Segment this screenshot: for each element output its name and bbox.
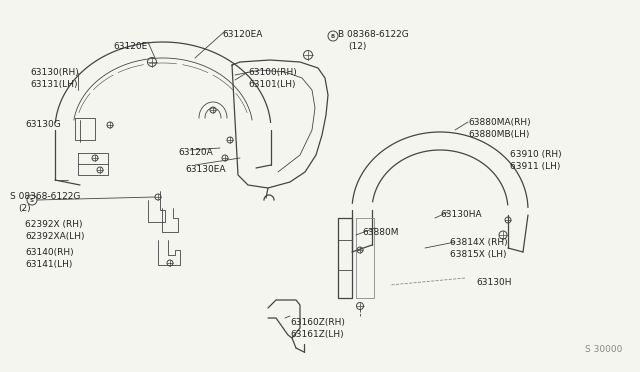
Text: B 08368-6122G: B 08368-6122G <box>338 30 409 39</box>
Text: 63130G: 63130G <box>25 120 61 129</box>
Text: 63141(LH): 63141(LH) <box>25 260 72 269</box>
Text: 63130(RH): 63130(RH) <box>30 68 79 77</box>
Text: 63130HA: 63130HA <box>440 210 482 219</box>
Text: 63131(LH): 63131(LH) <box>30 80 77 89</box>
Text: 63880M: 63880M <box>362 228 399 237</box>
Text: 62392XA(LH): 62392XA(LH) <box>25 232 84 241</box>
Text: B: B <box>331 33 335 38</box>
Text: 63120EA: 63120EA <box>222 30 262 39</box>
Text: S 08368-6122G: S 08368-6122G <box>10 192 81 201</box>
Text: (12): (12) <box>348 42 366 51</box>
Text: 63880MA(RH): 63880MA(RH) <box>468 118 531 127</box>
Text: 63140(RH): 63140(RH) <box>25 248 74 257</box>
Text: 63101(LH): 63101(LH) <box>248 80 296 89</box>
Text: 63130H: 63130H <box>476 278 511 287</box>
Text: (2): (2) <box>18 204 31 213</box>
Text: 63100(RH): 63100(RH) <box>248 68 297 77</box>
Text: 63814X (RH): 63814X (RH) <box>450 238 508 247</box>
Text: 62392X (RH): 62392X (RH) <box>25 220 83 229</box>
Text: 63120A: 63120A <box>178 148 212 157</box>
Text: S 30000: S 30000 <box>584 345 622 354</box>
Text: 63120E: 63120E <box>114 42 148 51</box>
Text: 63160Z(RH): 63160Z(RH) <box>290 318 345 327</box>
Text: 63161Z(LH): 63161Z(LH) <box>290 330 344 339</box>
Text: 63880MB(LH): 63880MB(LH) <box>468 130 529 139</box>
Text: 63910 (RH): 63910 (RH) <box>510 150 562 159</box>
Text: S: S <box>30 198 34 202</box>
Text: 63130EA: 63130EA <box>185 165 225 174</box>
Text: 63815X (LH): 63815X (LH) <box>450 250 506 259</box>
Text: 63911 (LH): 63911 (LH) <box>510 162 561 171</box>
